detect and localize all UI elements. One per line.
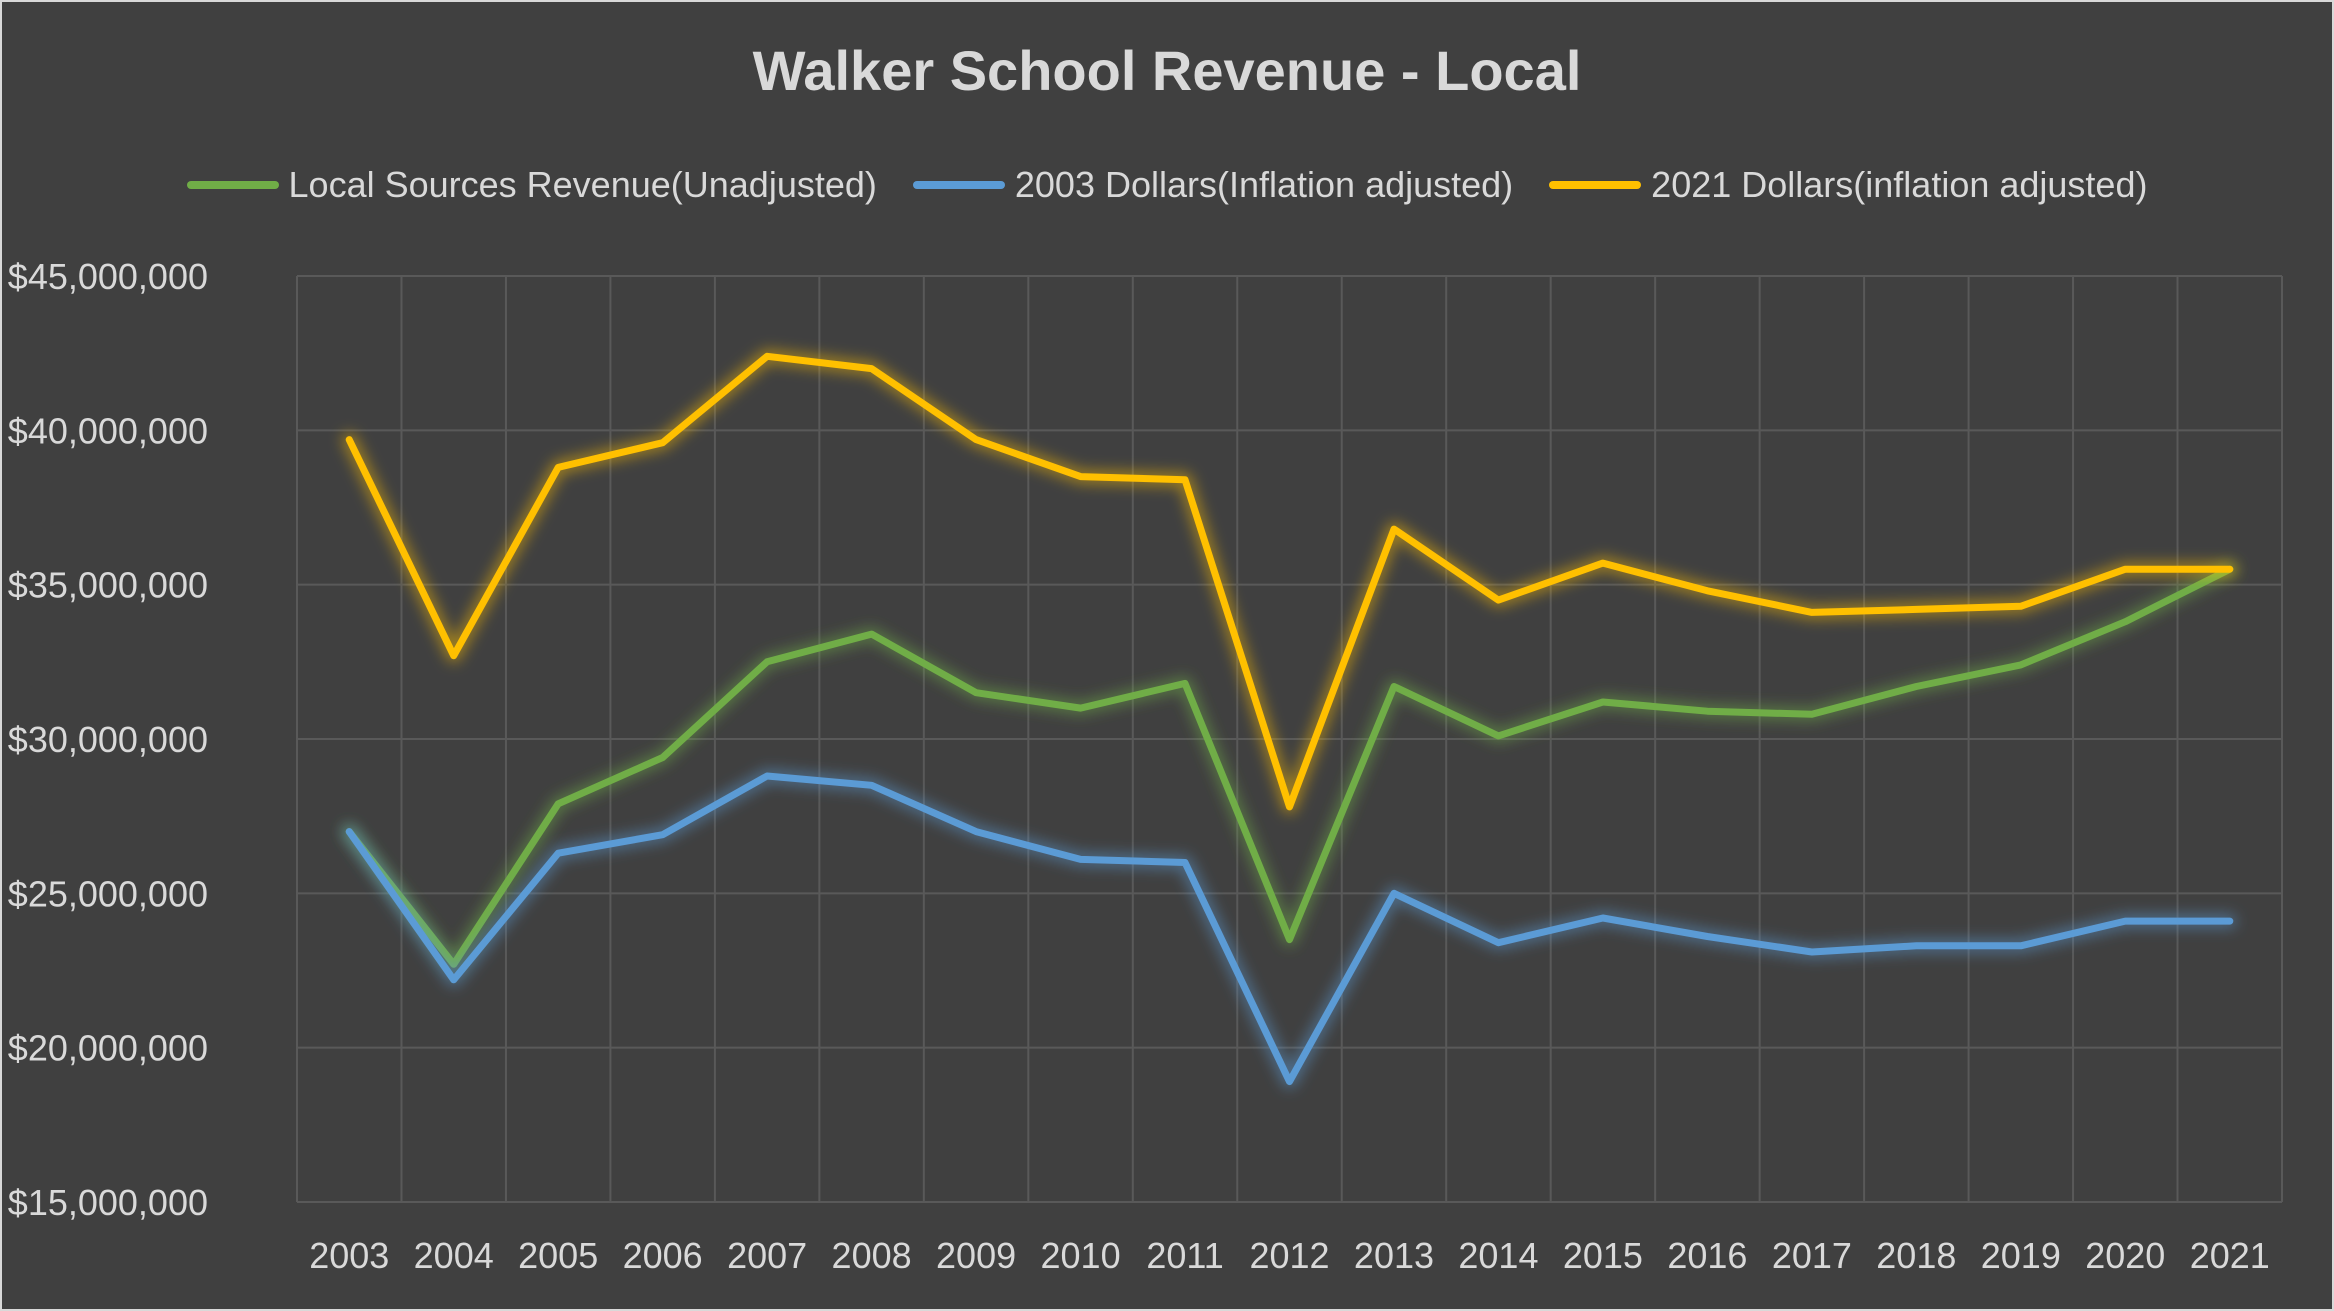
gridlines	[296, 275, 2283, 1203]
x-tick-label: 2013	[1354, 1235, 1434, 1276]
series-line-2003-dollars-inflation-adjusted	[345, 772, 2234, 1086]
x-tick-label: 2006	[623, 1235, 703, 1276]
x-tick-label: 2016	[1667, 1235, 1747, 1276]
x-tick-label: 2019	[1981, 1235, 2061, 1276]
y-axis-tick-labels: $15,000,000 $20,000,000 $25,000,000 $30,000…	[8, 256, 208, 1223]
y-tick-label: $25,000,000	[8, 873, 208, 914]
legend-label-2003-dollars: 2003 Dollars(Inflation adjusted)	[1014, 164, 1514, 205]
x-tick-label: 2021	[2190, 1235, 2270, 1276]
legend-label-local-sources: Local Sources Revenue(Unadjusted)	[288, 164, 877, 205]
x-tick-label: 2017	[1772, 1235, 1852, 1276]
x-axis-tick-labels: 2003 2004 2005 2006 2007 2008 2009 2010 2011 2012…	[309, 1235, 2270, 1276]
x-tick-label: 2007	[727, 1235, 807, 1276]
x-tick-label: 2020	[2085, 1235, 2165, 1276]
x-tick-label: 2010	[1041, 1235, 1121, 1276]
x-tick-label: 2009	[936, 1235, 1016, 1276]
y-tick-label: $40,000,000	[8, 410, 208, 451]
y-tick-label: $20,000,000	[8, 1028, 208, 1069]
x-tick-label: 2011	[1146, 1235, 1223, 1276]
x-tick-label: 2008	[832, 1235, 912, 1276]
chart-title: Walker School Revenue - Local	[752, 39, 1582, 102]
series-line-local-sources-revenue-unadjusted	[345, 565, 2234, 968]
x-tick-label: 2012	[1249, 1235, 1329, 1276]
legend-swatch-local-sources	[186, 181, 279, 189]
x-tick-label: 2015	[1563, 1235, 1643, 1276]
x-tick-label: 2014	[1458, 1235, 1538, 1276]
x-tick-label: 2018	[1876, 1235, 1956, 1276]
legend: Local Sources Revenue(Unadjusted) 2003 D…	[0, 160, 2334, 210]
series-glow-local-sources-revenue-unadjusted	[342, 562, 2237, 972]
y-tick-label: $35,000,000	[8, 565, 208, 606]
legend-item-local-sources: Local Sources Revenue(Unadjusted)	[186, 164, 877, 206]
legend-swatch-2003-dollars	[912, 181, 1005, 189]
legend-item-2003-dollars: 2003 Dollars(Inflation adjusted)	[912, 164, 1514, 206]
x-tick-label: 2004	[414, 1235, 494, 1276]
y-tick-label: $45,000,000	[8, 256, 208, 297]
series-line-2021-dollars-inflation-adjusted	[345, 352, 2234, 811]
legend-item-2021-dollars: 2021 Dollars(inflation adjusted)	[1549, 164, 2147, 206]
series-lines	[342, 349, 2237, 1089]
legend-swatch-2021-dollars	[1549, 181, 1642, 189]
y-tick-label: $30,000,000	[8, 719, 208, 760]
legend-label-2021-dollars: 2021 Dollars(inflation adjusted)	[1651, 164, 2148, 205]
x-tick-label: 2003	[309, 1235, 389, 1276]
x-tick-label: 2005	[518, 1235, 598, 1276]
y-tick-label: $15,000,000	[8, 1182, 208, 1223]
